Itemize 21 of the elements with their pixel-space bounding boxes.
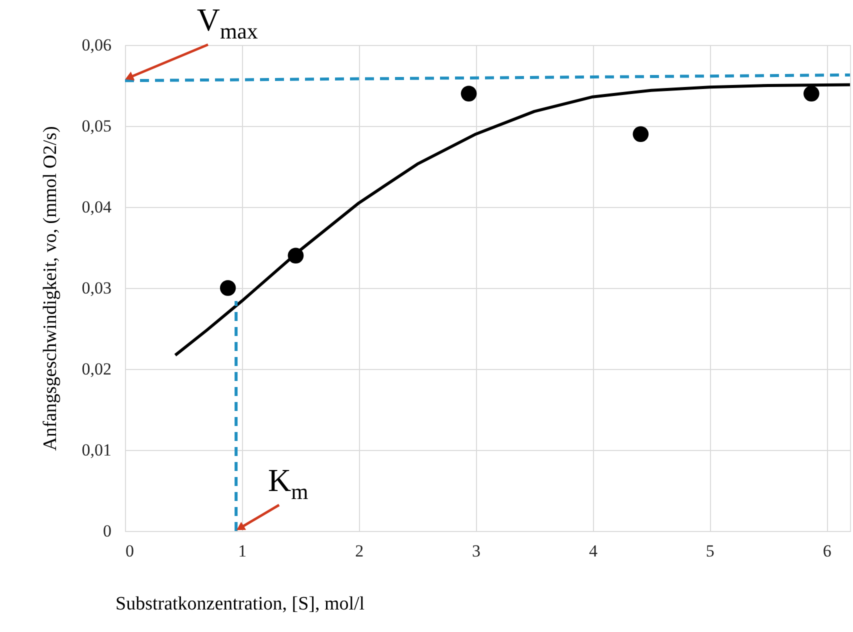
x-axis-title: Substratkonzentration, [S], mol/l	[116, 594, 365, 614]
x-tick-label: 3	[472, 542, 481, 560]
y-tick-label: 0,05	[82, 116, 112, 136]
y-tick-label: 0	[103, 522, 112, 540]
point	[220, 280, 236, 296]
y-tick-label: 0,04	[82, 198, 112, 216]
x-tick-label: 4	[588, 542, 598, 560]
point	[460, 86, 477, 102]
x-tick-label: 2	[355, 542, 364, 560]
x-tick-label: 6	[822, 542, 832, 560]
x-tick-label: 1	[238, 542, 247, 560]
point	[632, 126, 649, 142]
x-tick-label: 5	[706, 542, 714, 560]
y-tick-label: 0,06	[82, 36, 112, 54]
x-tick-label: 0	[126, 542, 134, 560]
y-axis-title: Anfangsgeschwindigkeit, vo, (mmol O2/s)	[40, 126, 61, 451]
y-tick-label: 0,03	[82, 278, 112, 298]
line-series	[174, 83, 852, 357]
point	[804, 86, 820, 102]
y-tick-label: 0,02	[82, 360, 112, 378]
y-tick-label: 0,01	[82, 440, 112, 460]
